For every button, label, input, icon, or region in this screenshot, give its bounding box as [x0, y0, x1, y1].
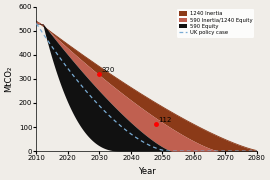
Text: 320: 320	[102, 67, 115, 73]
Y-axis label: MtCO₂: MtCO₂	[4, 66, 13, 92]
X-axis label: Year: Year	[138, 167, 156, 176]
Legend: 1240 Inertia, 590 Inertia/1240 Equity, 590 Equity, UK policy case: 1240 Inertia, 590 Inertia/1240 Equity, 5…	[177, 9, 254, 38]
Text: 112: 112	[158, 117, 172, 123]
